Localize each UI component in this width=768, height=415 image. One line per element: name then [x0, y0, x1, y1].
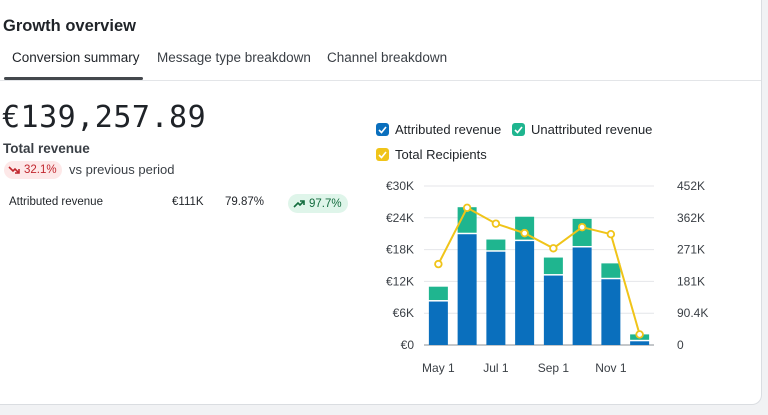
recipients-point: [520, 228, 529, 238]
tab-message-type-breakdown[interactable]: Message type breakdown: [157, 50, 311, 65]
bar-unattributed-revenue: [457, 207, 477, 233]
recipients-point: [606, 229, 616, 239]
comparison-text: vs previous period: [69, 162, 175, 177]
legend-item-unattributed[interactable]: Unattributed revenue: [512, 122, 652, 137]
recipients-point: [577, 222, 587, 232]
y-left-tick-label: €0: [401, 338, 415, 352]
attributed-revenue-label: Attributed revenue: [9, 196, 103, 208]
recipients-point: [434, 259, 443, 269]
y-left-tick-label: €12K: [386, 274, 414, 288]
x-tick-label: Nov 1: [595, 361, 627, 375]
legend-label-recipients: Total Recipients: [395, 147, 487, 162]
recipients-point: [491, 219, 501, 228]
checkbox-checked-icon: [376, 123, 389, 136]
attributed-revenue-percent: 79.87%: [225, 196, 265, 208]
page-title: Growth overview: [3, 17, 136, 35]
total-revenue-value: €139,257.89: [2, 100, 207, 135]
bar-attributed-revenue: [630, 341, 650, 345]
attributed-change-badge: 97.7%: [288, 194, 348, 213]
y-right-tick-label: 271K: [677, 243, 705, 257]
bar-attributed-revenue: [572, 247, 592, 345]
active-tab-indicator: [4, 77, 143, 80]
legend-item-recipients[interactable]: Total Recipients: [376, 147, 487, 162]
bar-unattributed-revenue: [486, 239, 506, 251]
recipients-point: [635, 330, 644, 339]
recipients-point: [549, 244, 558, 253]
bar-attributed-revenue: [457, 234, 477, 345]
y-right-tick-label: 452K: [677, 179, 705, 193]
bar-attributed-revenue: [428, 301, 448, 345]
trend-up-icon: [293, 200, 305, 208]
recipients-line: [437, 206, 641, 335]
y-right-tick-label: 181K: [677, 274, 705, 288]
y-right-tick-label: 362K: [677, 211, 705, 225]
attributed-change-value: 97.7%: [309, 197, 342, 210]
bar-attributed-revenue: [543, 275, 563, 345]
x-tick-label: May 1: [422, 361, 455, 375]
checkbox-checked-icon: [376, 148, 389, 161]
bar-unattributed-revenue: [572, 218, 592, 246]
x-tick-label: Sep 1: [538, 361, 570, 375]
attributed-revenue-amount: €111K: [172, 196, 204, 208]
bar-attributed-revenue: [486, 251, 506, 345]
legend-label-unattributed: Unattributed revenue: [531, 122, 653, 137]
tab-channel-breakdown[interactable]: Channel breakdown: [327, 50, 448, 65]
recipients-point: [462, 203, 472, 213]
bar-unattributed-revenue: [515, 216, 535, 240]
y-right-tick-label: 90.4K: [677, 306, 708, 320]
y-left-tick-label: €18K: [386, 243, 414, 257]
revenue-change-badge: 32.1%: [4, 161, 62, 179]
legend-label-attributed: Attributed revenue: [395, 122, 502, 137]
revenue-chart: €0 0 €6K 90.4K €12K 181K €18K 271K €24K 362K €30K 4…: [386, 179, 708, 375]
y-left-tick-label: €24K: [386, 211, 414, 225]
bar-attributed-revenue: [601, 279, 621, 345]
x-tick-label: Jul 1: [483, 361, 509, 375]
trend-down-icon: [8, 165, 20, 174]
y-left-tick-label: €6K: [393, 306, 414, 320]
bar-unattributed-revenue: [428, 286, 448, 301]
bar-attributed-revenue: [515, 241, 535, 345]
tab-conversion-summary[interactable]: Conversion summary: [12, 50, 140, 65]
bar-unattributed-revenue: [543, 257, 563, 275]
revenue-change-value: 32.1%: [24, 164, 57, 176]
tab-bar: Conversion summary Message type breakdow…: [0, 44, 761, 81]
growth-overview-card: Growth overview Conversion summary Messa…: [0, 0, 762, 405]
total-revenue-label: Total revenue: [3, 141, 90, 156]
y-left-tick-label: €30K: [386, 179, 414, 193]
checkbox-checked-icon: [512, 123, 525, 136]
y-right-tick-label: 0: [677, 338, 684, 352]
bar-unattributed-revenue: [601, 263, 621, 278]
legend-item-attributed[interactable]: Attributed revenue: [376, 122, 501, 137]
